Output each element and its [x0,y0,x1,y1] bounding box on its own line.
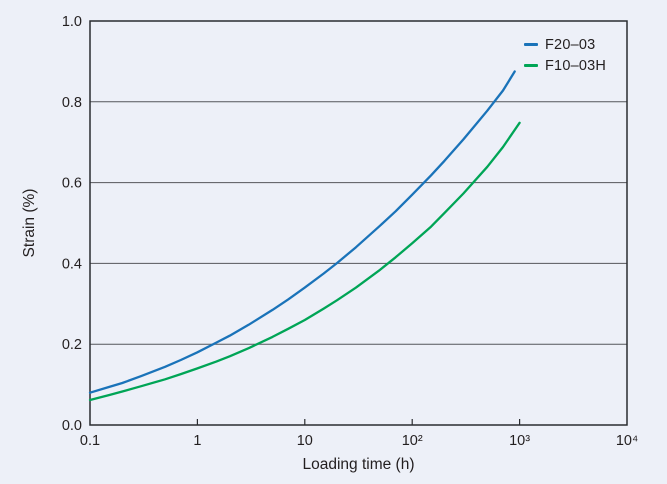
y-tick-label: 0.6 [62,176,82,192]
x-tick-label: 10 [297,433,313,449]
series-line-F20–03 [88,70,516,394]
x-tick-label: 0.1 [80,433,100,449]
legend-label-f10-03h: F10–03H [545,57,607,74]
plot-frame [89,20,628,426]
legend-line-swatch-f10-03h [524,64,538,67]
legend-item-f10-03h: F10–03H [524,55,606,76]
y-tick-label: 0.8 [62,95,82,111]
y-tick-label: 0.0 [62,418,82,434]
y-tick-label: 0.4 [62,256,82,272]
x-tick-label: 10⁴ [616,433,638,449]
x-tick-label: 10³ [509,433,530,449]
x-tick-label: 1 [193,433,201,449]
legend: F20–03 F10–03H [524,34,606,76]
legend-item-f20-03: F20–03 [524,34,606,55]
y-tick-label: 1.0 [62,14,82,30]
x-tick-label: 10² [402,433,423,449]
y-tick-label: 0.2 [62,337,82,353]
x-axis-title: Loading time (h) [302,456,415,473]
legend-label-f20-03: F20–03 [545,36,596,53]
legend-line-swatch-f20-03 [524,43,538,46]
y-axis-title: Strain (%) [21,188,38,258]
series-line-F10–03H [88,121,521,402]
